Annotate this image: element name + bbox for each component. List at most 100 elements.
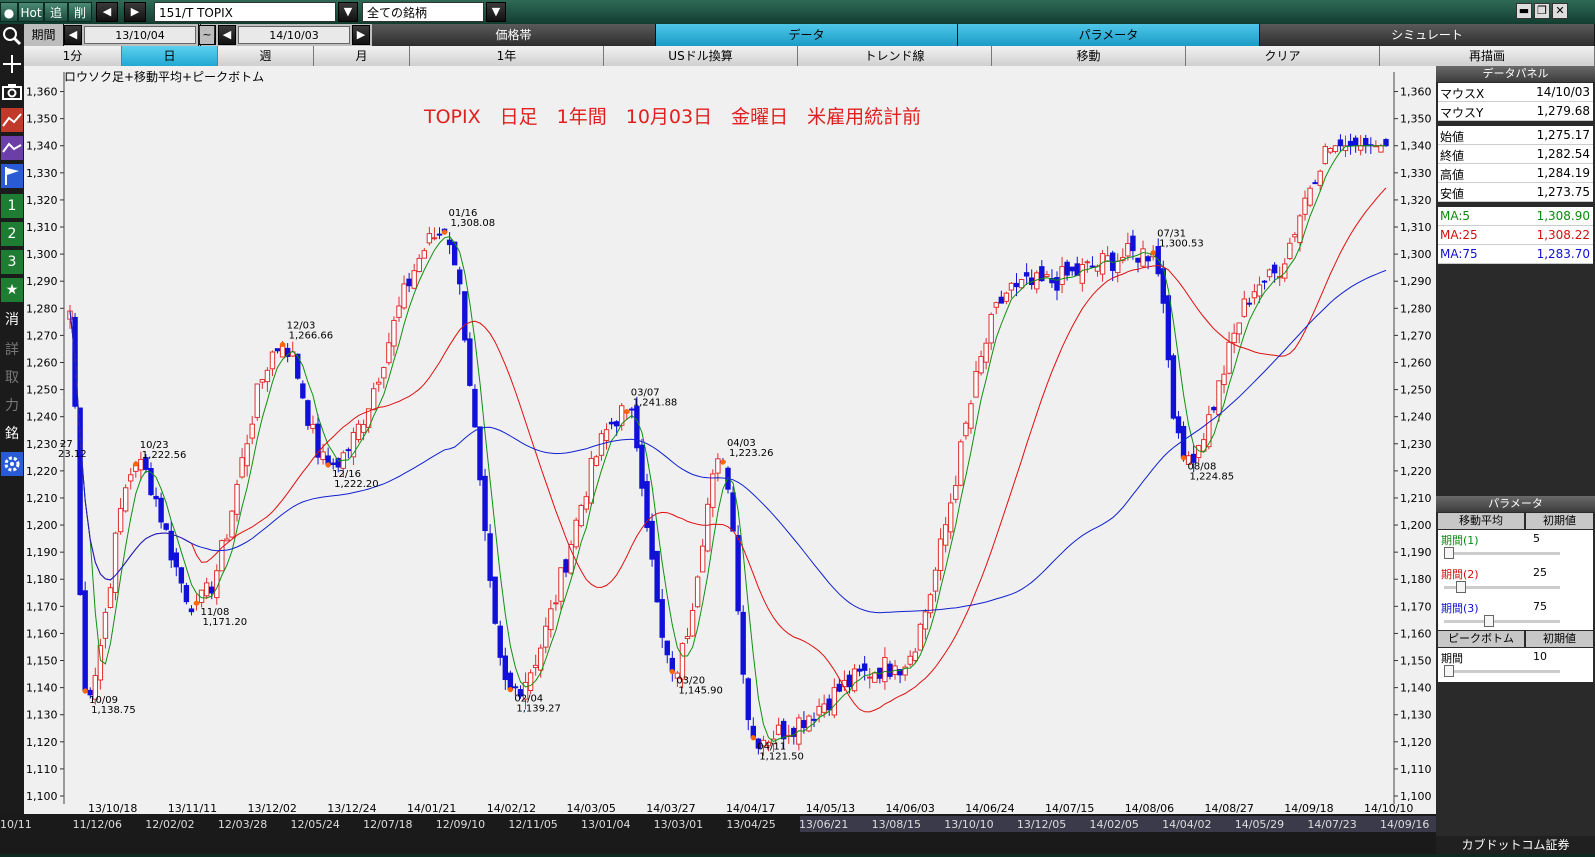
candle-body bbox=[355, 423, 362, 441]
move-button[interactable]: 移動 bbox=[992, 46, 1186, 66]
trade-button[interactable]: 取 bbox=[5, 370, 19, 386]
delete-button[interactable]: 削 bbox=[68, 2, 92, 22]
filter-dropdown-button[interactable]: ▼ bbox=[486, 2, 506, 22]
candle-body bbox=[209, 586, 215, 594]
period3-knob[interactable] bbox=[1484, 615, 1494, 627]
candle-body bbox=[512, 686, 519, 689]
next-symbol-button[interactable]: ▶ bbox=[124, 2, 146, 22]
y-tick-label-right: 1,130 bbox=[1400, 709, 1432, 722]
camera-icon[interactable] bbox=[1, 80, 23, 104]
x-tick-label: 14/03/27 bbox=[646, 802, 695, 814]
navigator-date-label: 12/11/05 bbox=[508, 818, 557, 831]
candle-body bbox=[229, 510, 235, 538]
peak-date-label: 11/08 bbox=[201, 607, 230, 618]
candle-body bbox=[492, 576, 498, 624]
search-icon[interactable] bbox=[1, 24, 23, 48]
candle-body bbox=[603, 429, 610, 442]
data-row: マウスY 1,279.68 bbox=[1438, 102, 1593, 121]
redraw-button[interactable]: 再描画 bbox=[1380, 46, 1595, 66]
settings-gear-icon[interactable] bbox=[1, 452, 23, 476]
period1-slider[interactable] bbox=[1444, 552, 1560, 555]
candle-body bbox=[203, 582, 210, 597]
chart-purple-icon[interactable] bbox=[1, 136, 23, 160]
peak-marker bbox=[624, 408, 630, 415]
peak-period-slider[interactable] bbox=[1444, 670, 1560, 673]
bulb-icon[interactable]: ● bbox=[0, 2, 18, 22]
tab-simulate[interactable]: シミュレート bbox=[1260, 24, 1595, 46]
period2-knob[interactable] bbox=[1456, 581, 1466, 593]
navigator-date-label: 13/01/04 bbox=[581, 818, 630, 831]
to-date-field[interactable]: 14/10/03 bbox=[238, 26, 350, 44]
chart-red-icon[interactable] bbox=[1, 108, 23, 132]
ma-init-button[interactable]: 初期値 bbox=[1526, 513, 1593, 529]
peak-marker bbox=[279, 341, 286, 348]
candle-body bbox=[1180, 425, 1187, 459]
candle-body bbox=[1322, 146, 1328, 165]
candlestick-chart[interactable]: 10/091,138.75 10/231,222.56 11/081,171.20 1… bbox=[24, 66, 1436, 814]
slot-3-button[interactable]: 3 bbox=[1, 250, 23, 274]
navigator-date-label: 14/05/29 bbox=[1235, 818, 1284, 831]
tab-parameter[interactable]: パラメータ bbox=[958, 24, 1260, 46]
input-button[interactable]: 力 bbox=[5, 398, 19, 414]
to-prev-button[interactable]: ◀ bbox=[218, 25, 236, 45]
candle-body bbox=[993, 302, 999, 308]
add-button[interactable]: 追 bbox=[44, 2, 68, 22]
interval-1min[interactable]: 1分 bbox=[24, 46, 122, 66]
flag-icon[interactable] bbox=[1, 164, 23, 188]
candle-body bbox=[699, 545, 706, 573]
candle-body bbox=[188, 608, 195, 613]
interval-week[interactable]: 週 bbox=[218, 46, 314, 66]
hot-button[interactable]: Hot bbox=[18, 2, 44, 22]
favorite-star-icon[interactable]: ★ bbox=[1, 278, 23, 302]
peak-init-button[interactable]: 初期値 bbox=[1526, 631, 1593, 647]
trendline-button[interactable]: トレンド線 bbox=[798, 46, 992, 66]
candle-body bbox=[568, 544, 574, 574]
usd-convert-button[interactable]: USドル換算 bbox=[604, 46, 798, 66]
interval-day[interactable]: 日 bbox=[122, 46, 218, 66]
crosshair-icon[interactable] bbox=[1, 52, 23, 76]
candle-body bbox=[502, 655, 508, 681]
interval-month[interactable]: 月 bbox=[314, 46, 410, 66]
candle-body bbox=[1211, 406, 1217, 411]
symbol-button[interactable]: 銘 bbox=[5, 426, 19, 442]
peak-date-label: 01/16 bbox=[449, 208, 478, 219]
x-tick-label: 14/01/21 bbox=[407, 802, 456, 814]
prev-symbol-button[interactable]: ◀ bbox=[96, 2, 118, 22]
peak-value-label: 1,224.85 bbox=[1190, 472, 1235, 483]
period1-value[interactable]: 5 bbox=[1533, 532, 1540, 545]
period3-slider[interactable] bbox=[1444, 620, 1560, 623]
candle-body bbox=[831, 687, 837, 716]
clear-button[interactable]: クリア bbox=[1186, 46, 1380, 66]
candle-body bbox=[937, 538, 944, 572]
chart-area[interactable]: 10/09 1,138.75 10/23 1,222.56 11/08 1,171.20 1… bbox=[24, 66, 1436, 814]
period2-slider[interactable] bbox=[1444, 586, 1560, 589]
detail-button[interactable]: 詳 bbox=[5, 342, 19, 358]
from-date-field[interactable]: 13/10/04 bbox=[84, 26, 196, 44]
slot-1-button[interactable]: 1 bbox=[1, 194, 23, 218]
period3-value[interactable]: 75 bbox=[1533, 600, 1547, 613]
from-prev-button[interactable]: ◀ bbox=[64, 25, 82, 45]
navigator-bar[interactable]: 10/11 11/12/06 12/02/02 12/03/28 12/05/24 12/… bbox=[0, 814, 1436, 854]
peak-period-knob[interactable] bbox=[1444, 665, 1454, 677]
range-1year[interactable]: 1年 bbox=[410, 46, 604, 66]
symbol-dropdown-button[interactable]: ▼ bbox=[338, 2, 358, 22]
erase-button[interactable]: 消 bbox=[5, 312, 19, 328]
restore-button[interactable]: ❐ bbox=[1534, 3, 1550, 19]
x-tick-label: 13/11/11 bbox=[168, 802, 217, 814]
filter-select[interactable]: 全ての銘柄 bbox=[362, 2, 484, 22]
navigator-axis[interactable]: 10/11 11/12/06 12/02/02 12/03/28 12/05/24 12/… bbox=[0, 814, 1436, 854]
y-tick-label-left: 1,190 bbox=[26, 546, 58, 559]
tab-price-band[interactable]: 価格帯 bbox=[372, 24, 656, 46]
slot-2-button[interactable]: 2 bbox=[1, 222, 23, 246]
period2-value[interactable]: 25 bbox=[1533, 566, 1547, 579]
tab-data[interactable]: データ bbox=[656, 24, 958, 46]
minimize-button[interactable]: ▬ bbox=[1516, 3, 1532, 19]
peak-period-value[interactable]: 10 bbox=[1533, 650, 1547, 663]
data-row: MA:75 1,283.70 bbox=[1438, 245, 1593, 264]
period1-knob[interactable] bbox=[1444, 547, 1454, 559]
candle-body bbox=[406, 278, 412, 287]
y-tick-label-left: 1,230 bbox=[26, 438, 58, 451]
close-button[interactable]: ✕ bbox=[1552, 3, 1568, 19]
symbol-input[interactable]: 151/T TOPIX bbox=[154, 2, 336, 22]
to-next-button[interactable]: ▶ bbox=[352, 25, 370, 45]
